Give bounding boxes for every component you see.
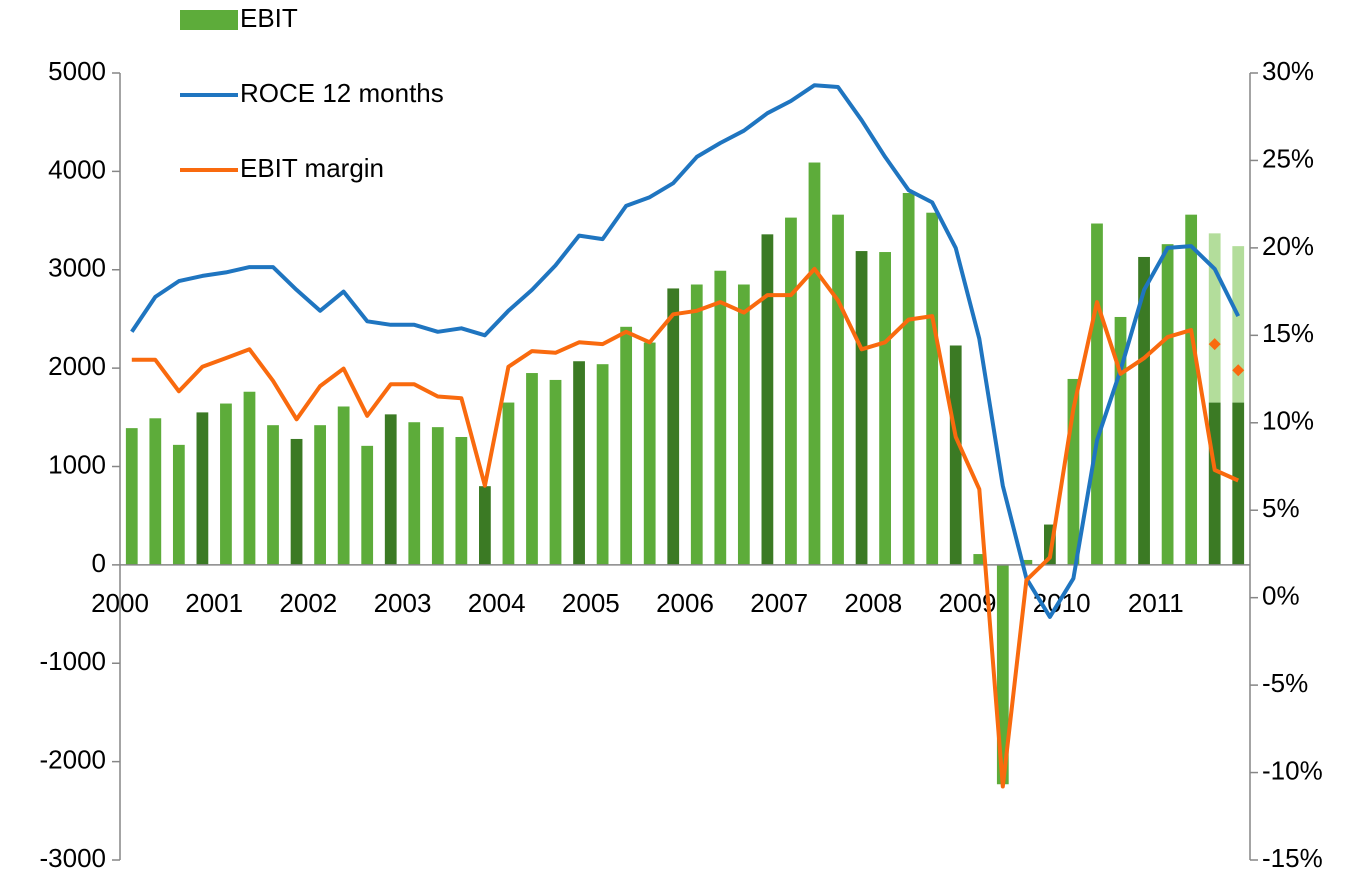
bar [643, 342, 656, 565]
bar [455, 436, 468, 565]
bar [785, 217, 797, 565]
bar [808, 162, 821, 565]
x-tick-label: 2008 [844, 588, 902, 618]
x-tick-label: 2001 [185, 588, 243, 618]
y-tick-label: 1000 [48, 449, 106, 479]
y2-tick-label: -5% [1262, 668, 1308, 698]
bar [1232, 402, 1245, 565]
bar [973, 554, 986, 565]
y2-tick-label: 0% [1262, 581, 1300, 611]
y2-tick-label: 20% [1262, 231, 1314, 261]
bar [902, 193, 915, 565]
x-tick-label: 2007 [750, 588, 808, 618]
bar [596, 364, 609, 565]
bar [408, 422, 421, 565]
bar [667, 288, 680, 565]
bar [431, 427, 444, 565]
x-tick-label: 2011 [1128, 588, 1184, 618]
x-tick-label: 2000 [91, 588, 149, 618]
y-tick-label: -2000 [40, 745, 107, 775]
marker [1208, 338, 1221, 351]
bar [502, 402, 515, 565]
bar [1020, 559, 1033, 565]
bar [125, 428, 138, 565]
bar [479, 486, 491, 565]
line [131, 266, 1240, 789]
bar [855, 251, 868, 565]
bar [314, 425, 326, 565]
bar [573, 361, 585, 565]
bar [690, 284, 703, 565]
y2-tick-label: 15% [1262, 318, 1314, 348]
bar [1208, 402, 1221, 565]
x-tick-label: 2002 [279, 588, 337, 618]
legend-label: EBIT margin [240, 153, 384, 183]
bar [996, 564, 1009, 785]
y2-tick-label: -15% [1262, 843, 1323, 872]
y2-tick-label: 30% [1262, 56, 1314, 86]
bar [1208, 233, 1221, 403]
bar [1138, 256, 1150, 565]
bar [832, 214, 844, 565]
bar [361, 445, 374, 565]
bar [1232, 246, 1245, 403]
bar [1067, 378, 1080, 565]
y-tick-label: 5000 [48, 56, 106, 86]
line [130, 83, 1240, 619]
marker [1232, 364, 1245, 377]
bar [149, 418, 162, 565]
y-tick-label: 0 [92, 548, 106, 578]
bar [620, 326, 633, 565]
bar [949, 345, 962, 565]
legend-label: ROCE 12 months [240, 78, 444, 108]
bar [879, 252, 891, 565]
x-tick-label: 2003 [374, 588, 432, 618]
x-tick-label: 2006 [656, 588, 714, 618]
bar [196, 412, 209, 565]
y-tick-label: -1000 [40, 646, 107, 676]
bar [926, 212, 939, 565]
bar [1091, 223, 1103, 565]
bar [1185, 214, 1198, 565]
bar [549, 379, 562, 565]
bar [267, 425, 279, 565]
y2-tick-label: 10% [1262, 406, 1314, 436]
y2-tick-label: 25% [1262, 143, 1314, 173]
bar [1161, 244, 1174, 565]
bar [243, 391, 256, 565]
bar [1114, 316, 1127, 565]
bar [220, 403, 232, 565]
bar [526, 373, 538, 565]
legend-swatch [180, 10, 238, 30]
y2-tick-label: 5% [1262, 493, 1300, 523]
y-tick-label: 2000 [48, 351, 106, 381]
bar [172, 444, 185, 565]
x-tick-label: 2005 [562, 588, 620, 618]
y-tick-label: -3000 [40, 843, 107, 872]
legend-label: EBIT [240, 3, 298, 33]
bar [714, 270, 727, 565]
bar [737, 284, 750, 565]
bar [761, 234, 774, 565]
bar [290, 438, 303, 565]
bar [384, 414, 397, 565]
x-tick-label: 2004 [468, 588, 526, 618]
bar [337, 406, 350, 565]
y-tick-label: 3000 [48, 253, 106, 283]
y-tick-label: 4000 [48, 154, 106, 184]
y2-tick-label: -10% [1262, 755, 1323, 785]
